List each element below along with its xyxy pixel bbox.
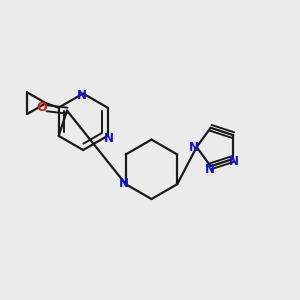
Text: N: N bbox=[229, 155, 239, 168]
Text: N: N bbox=[76, 89, 87, 102]
Text: N: N bbox=[205, 163, 215, 176]
Text: N: N bbox=[189, 140, 199, 154]
Text: O: O bbox=[36, 101, 47, 114]
Text: N: N bbox=[119, 177, 129, 190]
Text: N: N bbox=[104, 132, 114, 145]
